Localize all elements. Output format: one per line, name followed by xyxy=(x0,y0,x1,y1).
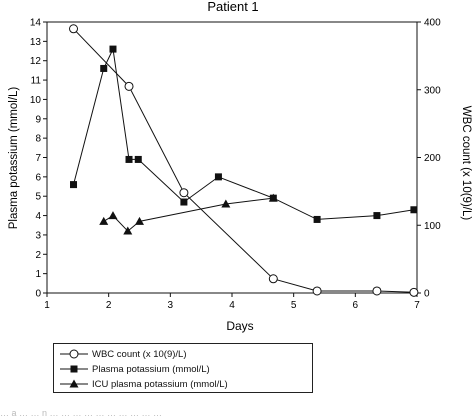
icu-point xyxy=(123,226,133,235)
legend-label-wbc: WBC count (x 10(9)/L) xyxy=(92,348,187,360)
x-tick-label: 3 xyxy=(168,300,174,311)
y-tick-label: 1 xyxy=(35,269,41,280)
plasma-point xyxy=(100,64,108,72)
plasma-point xyxy=(134,155,142,163)
plasma-point xyxy=(410,206,418,214)
chart-title: Patient 1 xyxy=(207,0,258,14)
plasma-point xyxy=(214,173,222,181)
y-tick-label: 4 xyxy=(35,211,41,222)
y-tick-label: 5 xyxy=(35,192,41,203)
icu-point xyxy=(99,216,109,225)
y2-tick-label: 100 xyxy=(424,221,441,232)
filled-square-marker-icon xyxy=(60,365,88,373)
wbc-point xyxy=(179,188,189,198)
series-line-1 xyxy=(73,47,414,220)
x-tick-label: 4 xyxy=(229,300,235,311)
filled-triangle-marker-icon xyxy=(60,379,88,388)
plasma-point xyxy=(313,215,321,223)
wbc-point xyxy=(409,287,419,297)
y-tick-label: 8 xyxy=(35,134,41,145)
wbc-point xyxy=(372,286,382,296)
legend-label-icu: ICU plasma potassium (mmol/L) xyxy=(92,378,228,390)
x-tick-label: 6 xyxy=(353,300,359,311)
y2-tick-label: 200 xyxy=(424,153,441,164)
wbc-point xyxy=(268,274,278,284)
y-axis-label: Plasma potassium (mmol/L) xyxy=(8,87,20,230)
legend-item-plasma: Plasma potassium (mmol/L) xyxy=(60,362,210,376)
y2-axis-label: WBC count (x 10(9)/L) xyxy=(460,106,472,221)
icu-point xyxy=(221,199,231,208)
series-line-2 xyxy=(103,197,274,232)
y-tick-label: 12 xyxy=(30,56,42,67)
y2-tick-label: 0 xyxy=(424,289,430,300)
legend: WBC count (x 10(9)/L) Plasma potassium (… xyxy=(53,343,313,393)
y-tick-label: 14 xyxy=(30,18,42,29)
y-tick-label: 3 xyxy=(35,230,41,241)
y-tick-label: 7 xyxy=(35,153,41,164)
x-tick-label: 2 xyxy=(106,300,112,311)
wbc-point xyxy=(124,81,134,91)
open-circle-marker-icon xyxy=(60,349,88,359)
y2-tick-label: 300 xyxy=(424,85,441,96)
icu-point xyxy=(135,216,144,225)
y-tick-label: 13 xyxy=(30,37,42,48)
plot-frame xyxy=(46,21,418,294)
patient-chart: Patient 1 1 2 3 4 5 6 701234567891011121314010… xyxy=(8,0,472,333)
figure-caption: … a … … n … … … … … … … … … … xyxy=(0,408,163,417)
y-tick-label: 0 xyxy=(35,289,41,300)
legend-label-plasma: Plasma potassium (mmol/L) xyxy=(92,363,210,375)
y-tick-label: 11 xyxy=(31,76,42,87)
y2-tick-label: 400 xyxy=(424,18,441,29)
plasma-point xyxy=(109,45,117,53)
y-tick-label: 2 xyxy=(35,250,41,261)
plasma-point xyxy=(70,181,78,189)
legend-item-wbc: WBC count (x 10(9)/L) xyxy=(60,347,187,361)
plasma-point xyxy=(180,198,188,206)
x-tick-label: 5 xyxy=(291,300,297,311)
wbc-point xyxy=(312,286,322,296)
plasma-point xyxy=(125,155,133,163)
wbc-point xyxy=(69,24,79,34)
plasma-point xyxy=(373,212,381,220)
x-tick-label: 7 xyxy=(414,300,420,311)
series-line-0 xyxy=(73,28,414,293)
x-axis-label: Days xyxy=(226,319,253,333)
icu-point xyxy=(108,211,118,220)
legend-item-icu: ICU plasma potassium (mmol/L) xyxy=(60,377,228,391)
icu-point xyxy=(268,193,278,202)
y-tick-label: 9 xyxy=(35,114,41,125)
x-tick-label: 1 xyxy=(44,300,50,311)
y-tick-label: 10 xyxy=(30,95,42,106)
y-tick-label: 6 xyxy=(35,172,41,183)
